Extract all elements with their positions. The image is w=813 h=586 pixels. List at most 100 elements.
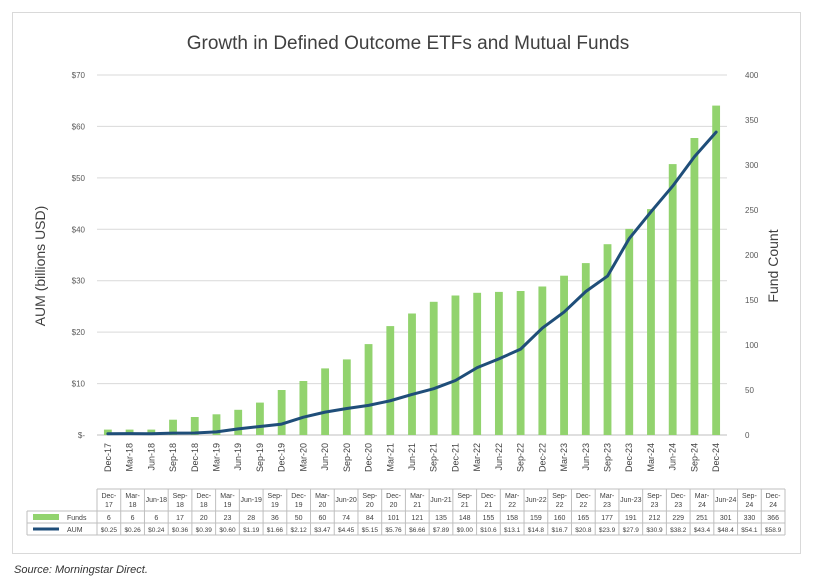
aum-cell: $4.45 xyxy=(338,527,355,534)
aum-cell: $0.26 xyxy=(124,527,141,534)
funds-cell: 212 xyxy=(649,515,661,522)
x-tick-label: Mar-24 xyxy=(646,443,656,472)
aum-cell: $58.9 xyxy=(765,527,782,534)
funds-bar xyxy=(712,105,721,435)
right-axis: 0 50 100 150 200 250 300 350 400 xyxy=(745,71,759,440)
table-header-cell: Sep- xyxy=(742,493,757,500)
funds-bar xyxy=(429,301,438,435)
funds-cell: 28 xyxy=(247,515,255,522)
table-header-cell: 23 xyxy=(651,502,659,509)
aum-series-line xyxy=(106,130,718,436)
table-header-cell: 22 xyxy=(556,502,564,509)
table-header-cell: Jun-22 xyxy=(525,497,547,504)
x-tick-label: Dec-19 xyxy=(277,443,287,472)
aum-cell: $5.76 xyxy=(385,527,402,534)
left-tick-label: $40 xyxy=(72,225,86,234)
funds-bar xyxy=(560,275,568,435)
funds-cell: 17 xyxy=(176,515,184,522)
funds-cell: 20 xyxy=(200,515,208,522)
aum-cell: $23.9 xyxy=(599,527,616,534)
chart-frame: Growth in Defined Outcome ETFs and Mutua… xyxy=(12,12,801,554)
aum-cell: $6.66 xyxy=(409,527,426,534)
table-header-cell: Mar- xyxy=(600,493,615,500)
funds-cell: 191 xyxy=(625,515,637,522)
table-header-cell: 23 xyxy=(674,502,682,509)
funds-cell: 36 xyxy=(271,515,279,522)
aum-cell: $0.24 xyxy=(148,527,165,534)
right-tick-label: 350 xyxy=(745,116,759,125)
x-tick-label: Dec-22 xyxy=(537,443,547,472)
funds-bar xyxy=(212,414,221,435)
x-tick-label: Jun-21 xyxy=(407,443,417,471)
aum-cell: $10.6 xyxy=(480,527,497,534)
funds-legend-swatch xyxy=(33,514,59,520)
right-tick-label: 300 xyxy=(745,161,759,170)
x-tick-label: Dec-24 xyxy=(711,443,721,472)
x-tick-label: Jun-23 xyxy=(581,443,591,471)
x-tick-label: Jun-19 xyxy=(233,443,243,471)
right-tick-label: 100 xyxy=(745,341,759,350)
table-header-cell: Mar- xyxy=(125,493,140,500)
x-tick-label: Dec-21 xyxy=(450,443,460,472)
funds-cell: 50 xyxy=(295,515,303,522)
table-header-cell: Jun-19 xyxy=(241,497,263,504)
table-header-cell: 20 xyxy=(390,502,398,509)
table-header-cell: 19 xyxy=(295,502,303,509)
aum-cell: $0.25 xyxy=(101,527,118,534)
right-tick-label: 200 xyxy=(745,251,759,260)
aum-cell: $9.00 xyxy=(457,527,474,534)
x-tick-label: Mar-20 xyxy=(298,443,308,472)
data-table: Dec- 17 Mar- 18 Jun-18 Sep- 18 Dec- 18 Mar- 19 Jun-… xyxy=(26,488,786,536)
table-header-cell: Dec- xyxy=(196,493,211,500)
funds-cell: 74 xyxy=(342,515,350,522)
aum-cell: $16.7 xyxy=(551,527,568,534)
x-tick-label: Jun-18 xyxy=(146,443,156,471)
aum-cell: $3.47 xyxy=(314,527,331,534)
table-header-cell: 22 xyxy=(579,502,587,509)
funds-cell: 60 xyxy=(318,515,326,522)
funds-bar xyxy=(342,359,351,435)
table-header-cell: 18 xyxy=(129,502,137,509)
aum-cell: $48.4 xyxy=(718,527,735,534)
funds-cell: 165 xyxy=(578,515,590,522)
right-tick-label: 400 xyxy=(745,71,759,80)
combo-chart: Growth in Defined Outcome ETFs and Mutua… xyxy=(26,33,786,536)
right-tick-label: 50 xyxy=(745,386,754,395)
table-header-cell: Mar- xyxy=(410,493,425,500)
left-tick-label: $70 xyxy=(72,71,86,80)
x-tick-label: Sep-24 xyxy=(689,443,699,472)
table-header-cell: Sep- xyxy=(647,493,662,500)
funds-cell: 121 xyxy=(411,515,423,522)
funds-bar xyxy=(234,409,243,435)
aum-cell: $0.39 xyxy=(196,527,213,534)
aum-cell: $7.89 xyxy=(433,527,450,534)
table-header-cell: Sep- xyxy=(457,493,472,500)
aum-cell: $0.36 xyxy=(172,527,189,534)
table-header-cell: Mar- xyxy=(315,493,330,500)
table-header-cell: Mar- xyxy=(505,493,520,500)
right-tick-label: 250 xyxy=(745,206,759,215)
table-header-cell: Sep- xyxy=(173,493,188,500)
table-header-cell: Jun-21 xyxy=(430,497,452,504)
funds-cell: 177 xyxy=(601,515,613,522)
aum-cell: $0.60 xyxy=(219,527,236,534)
funds-cell: 229 xyxy=(672,515,684,522)
x-tick-label: Sep-19 xyxy=(255,443,265,472)
funds-cell: 366 xyxy=(767,515,779,522)
table-header-cell: 19 xyxy=(224,502,232,509)
table-header-cell: 21 xyxy=(413,502,421,509)
x-axis-labels: Dec-17 Mar-18 Jun-18 Sep-18 Dec-18 Mar-19 Jun-… xyxy=(103,443,721,472)
x-tick-label: Jun-24 xyxy=(668,443,678,471)
aum-cell: $30.9 xyxy=(646,527,663,534)
x-tick-label: Sep-18 xyxy=(168,443,178,472)
x-tick-label: Jun-22 xyxy=(494,443,504,471)
x-tick-label: Mar-19 xyxy=(211,443,221,472)
table-header-cell: Dec- xyxy=(576,493,591,500)
funds-bar xyxy=(581,263,590,435)
funds-cell: 301 xyxy=(720,515,732,522)
table-header-cell: 18 xyxy=(176,502,184,509)
left-tick-label: $60 xyxy=(72,122,86,131)
aum-cell: $13.1 xyxy=(504,527,521,534)
table-header-cell: 21 xyxy=(485,502,493,509)
table-header-cell: Sep- xyxy=(552,493,567,500)
